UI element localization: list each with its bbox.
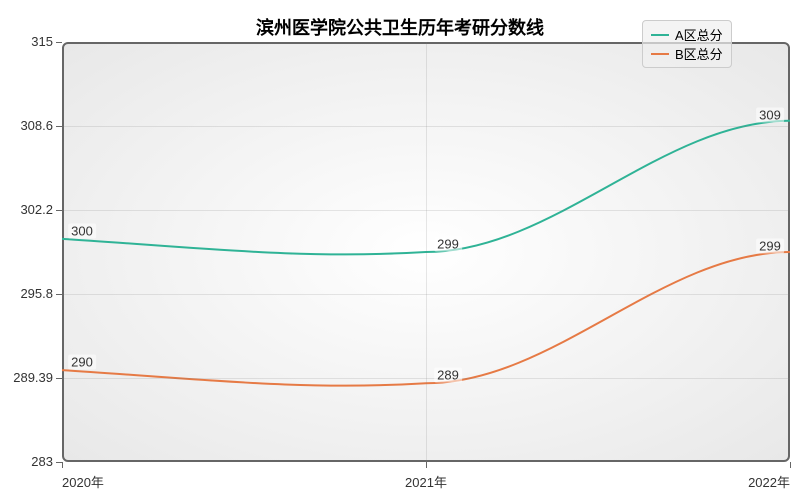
chart-container: 滨州医学院公共卫生历年考研分数线 A区总分B区总分 283289.39295.8…	[0, 0, 800, 500]
x-tick-label: 2022年	[748, 472, 790, 491]
y-tick	[56, 126, 62, 127]
y-tick-label: 289.39	[13, 370, 53, 385]
x-tick	[426, 462, 427, 468]
data-label: 289	[434, 368, 462, 383]
x-tick-label: 2020年	[62, 472, 104, 491]
legend: A区总分B区总分	[642, 20, 732, 68]
chart-svg	[0, 0, 800, 500]
y-tick-label: 283	[31, 454, 53, 469]
data-label: 299	[434, 237, 462, 252]
legend-swatch	[651, 53, 669, 55]
legend-item: A区总分	[651, 25, 723, 44]
y-tick	[56, 378, 62, 379]
data-label: 300	[68, 223, 96, 238]
legend-swatch	[651, 34, 669, 36]
y-tick	[56, 294, 62, 295]
legend-label: B区总分	[675, 44, 723, 63]
y-tick-label: 295.8	[20, 286, 53, 301]
y-tick-label: 315	[31, 34, 53, 49]
legend-label: A区总分	[675, 25, 723, 44]
x-tick	[62, 462, 63, 468]
data-label: 309	[756, 107, 784, 122]
y-tick	[56, 210, 62, 211]
y-tick	[56, 42, 62, 43]
y-tick-label: 308.6	[20, 118, 53, 133]
x-tick	[790, 462, 791, 468]
data-label: 299	[756, 239, 784, 254]
y-tick-label: 302.2	[20, 202, 53, 217]
x-gridline	[426, 42, 427, 462]
legend-item: B区总分	[651, 44, 723, 63]
x-tick-label: 2021年	[405, 472, 447, 491]
data-label: 290	[68, 355, 96, 370]
